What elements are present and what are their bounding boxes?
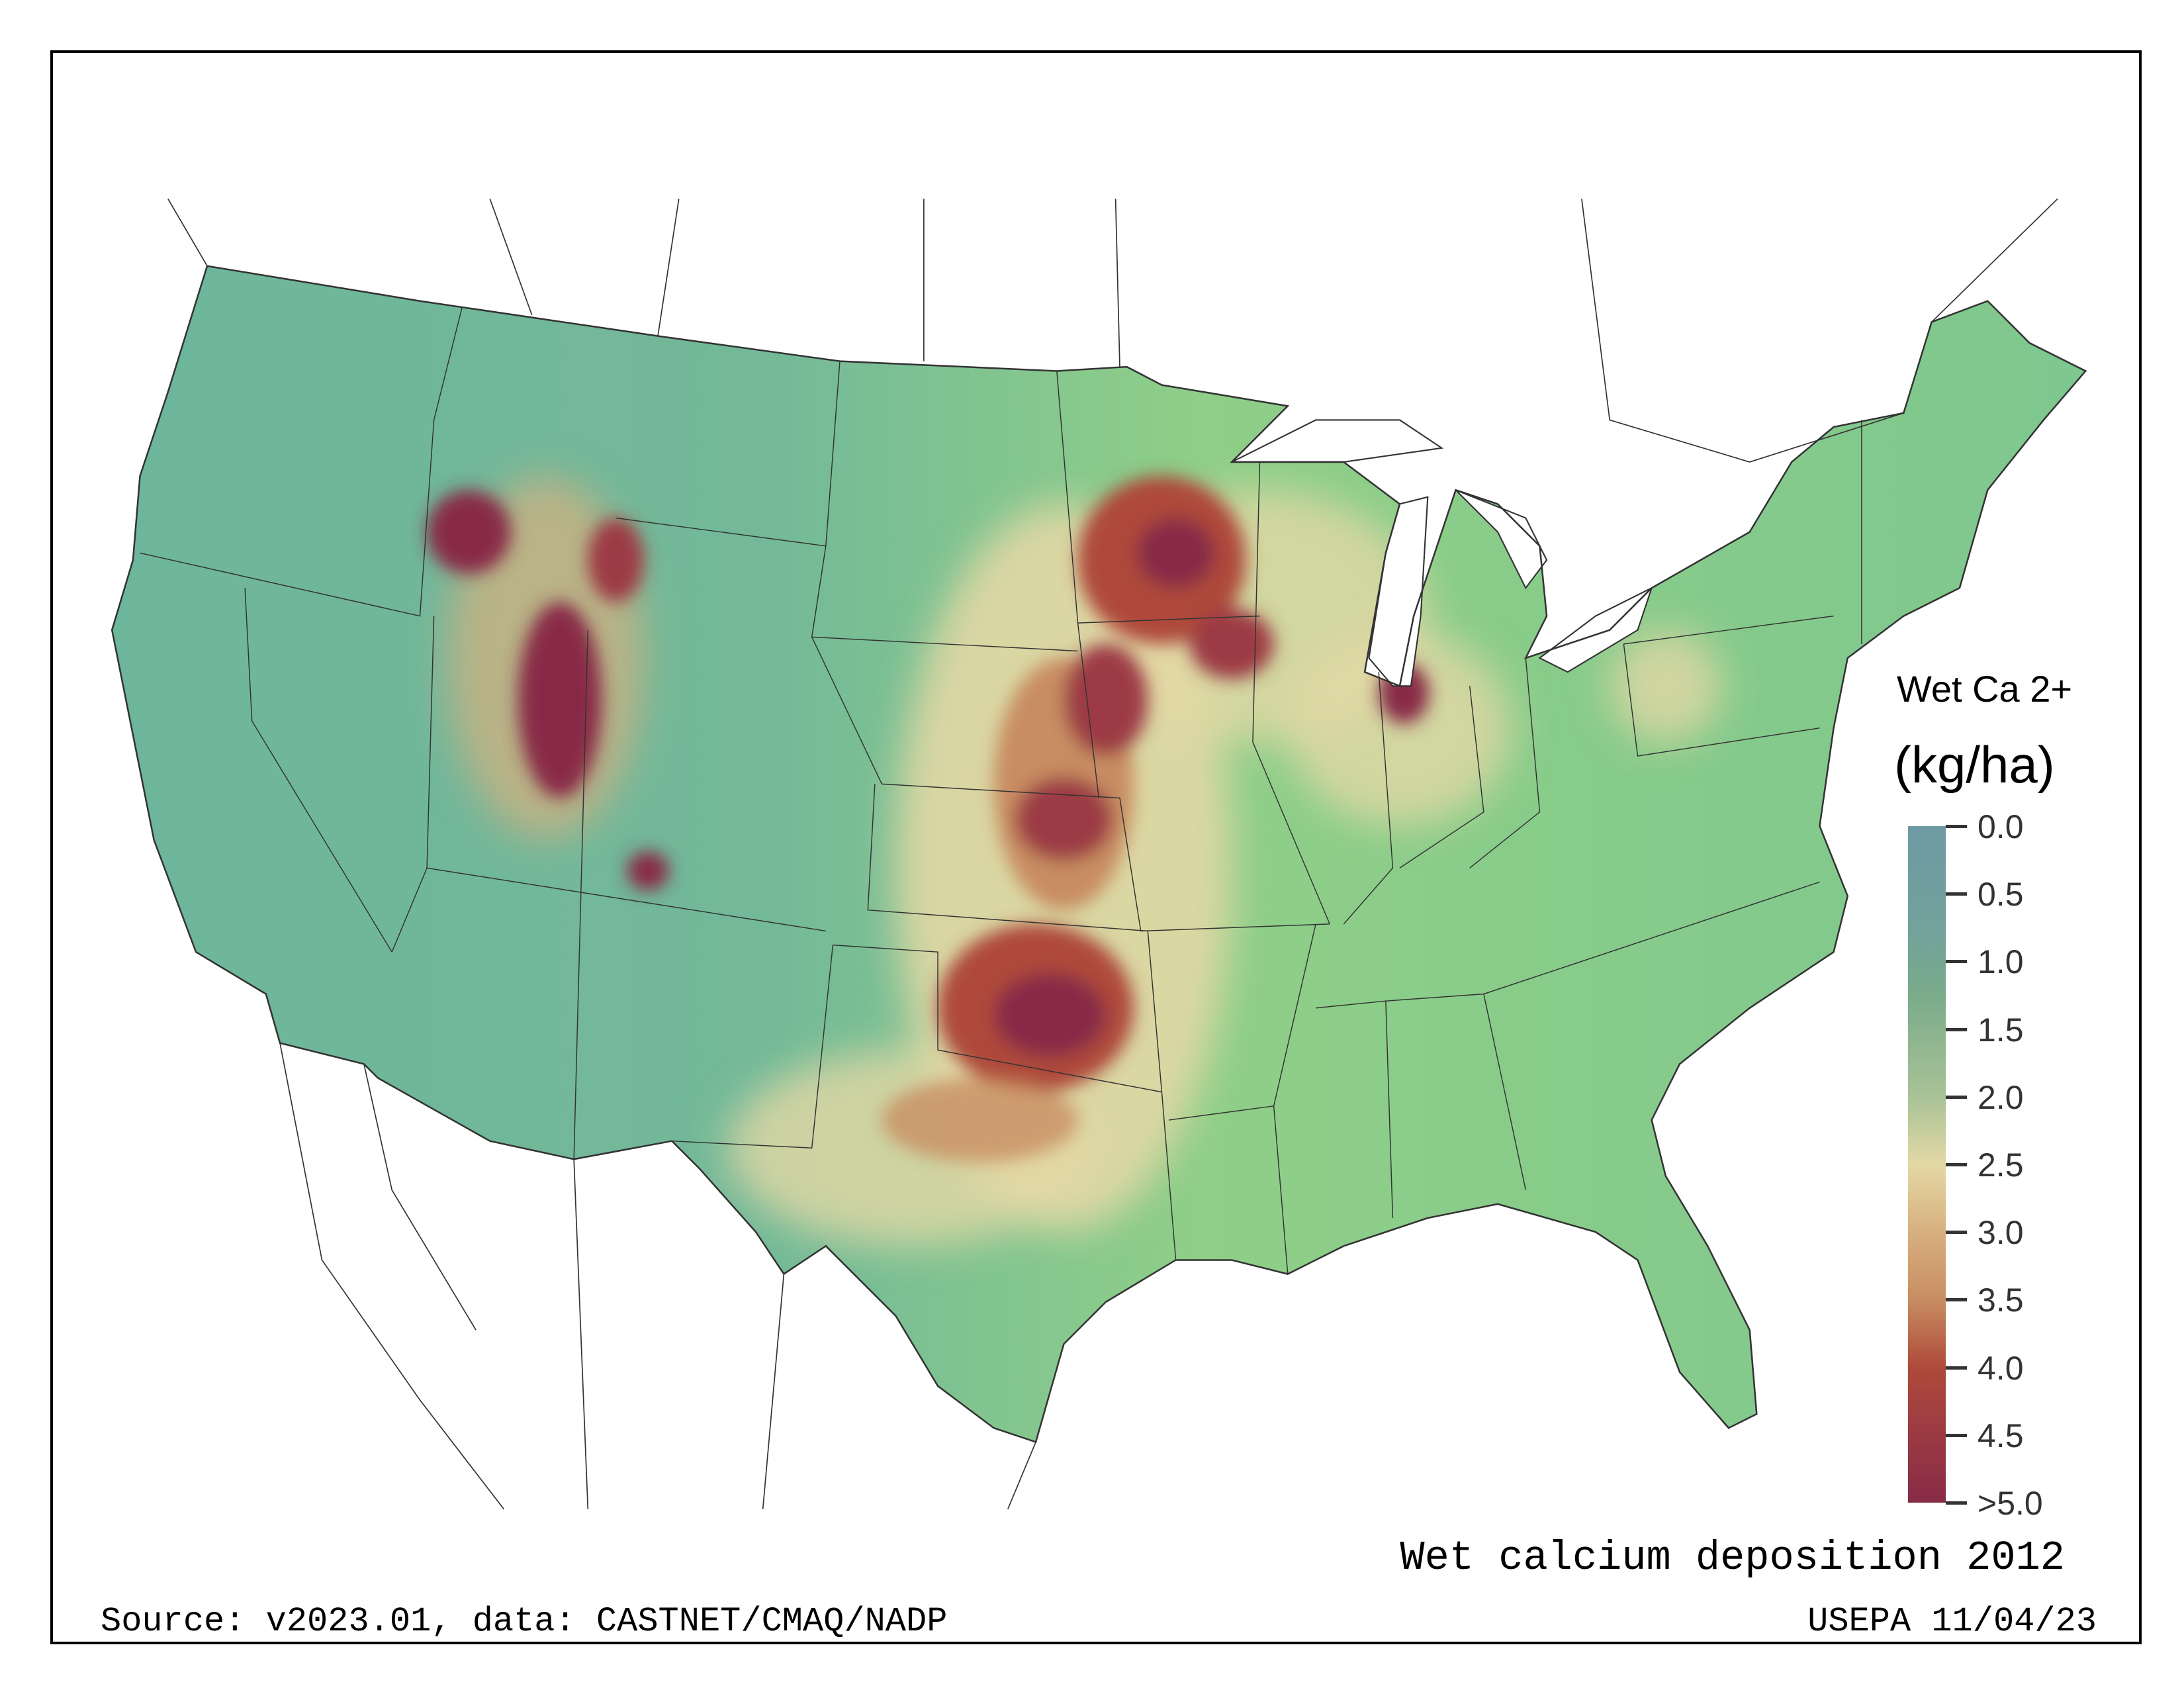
source-note: Source: v2023.01, data: CASTNET/CMAQ/NAD… bbox=[101, 1602, 948, 1641]
legend-colorbar bbox=[1908, 826, 1946, 1503]
legend-tick-mark bbox=[1946, 1163, 1967, 1166]
neighbor-borders bbox=[167, 198, 2058, 1510]
legend-tick-mark bbox=[1946, 825, 1967, 828]
legend-tick-label: 3.0 bbox=[1978, 1214, 2024, 1252]
legend-tick-label: 3.5 bbox=[1978, 1282, 2024, 1319]
legend-tick-mark bbox=[1946, 1433, 1967, 1437]
legend-tick-mark bbox=[1946, 1231, 1967, 1235]
legend-tick-label: 1.0 bbox=[1978, 943, 2024, 981]
figure-frame bbox=[50, 50, 2142, 1644]
high-deposition-zones bbox=[427, 476, 1430, 1162]
legend-tick-mark bbox=[1946, 1298, 1967, 1302]
state-borders bbox=[140, 308, 1862, 1274]
legend-tick-mark bbox=[1946, 1027, 1967, 1031]
map-title: Wet calcium deposition 2012 bbox=[1400, 1534, 2065, 1581]
legend-tick-label: 0.5 bbox=[1978, 876, 2024, 914]
legend-tick-mark bbox=[1946, 1366, 1967, 1370]
legend-tick-label: 0.0 bbox=[1978, 808, 2024, 845]
legend-tick-label: 4.5 bbox=[1978, 1417, 2024, 1454]
great-lakes bbox=[1231, 419, 1653, 687]
legend-tick-label: 1.5 bbox=[1978, 1011, 2024, 1049]
legend-tick-mark bbox=[1946, 892, 1967, 896]
legend-tick-label: 2.0 bbox=[1978, 1078, 2024, 1116]
legend-tick-label: >5.0 bbox=[1978, 1485, 2043, 1522]
legend-tick-mark bbox=[1946, 960, 1967, 964]
legend-tick-label: 2.5 bbox=[1978, 1147, 2024, 1184]
legend-units: (kg/ha) bbox=[1894, 735, 2055, 794]
legend-tick-mark bbox=[1946, 1501, 1967, 1505]
legend-tick-label: 4.0 bbox=[1978, 1349, 2024, 1387]
legend-tick-mark bbox=[1946, 1095, 1967, 1099]
legend-title: Wet Ca 2+ bbox=[1897, 668, 2073, 710]
credit-note: USEPA 11/04/23 bbox=[1807, 1602, 2097, 1641]
